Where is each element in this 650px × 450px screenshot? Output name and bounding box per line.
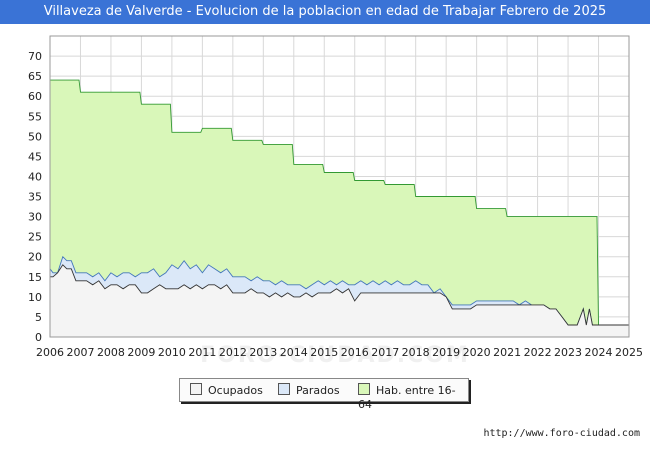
x-tick-label: 2025	[615, 346, 643, 359]
x-tick-label: 2022	[524, 346, 552, 359]
legend-label-habitantes: Hab. entre 16-64	[358, 384, 456, 411]
x-tick-label: 2006	[36, 346, 64, 359]
watermark-text: FORO-CIUDAD.COM	[200, 343, 470, 368]
series-line-ocupados	[50, 264, 629, 326]
chart-title: Villaveza de Valverde - Evolucion de la …	[0, 0, 650, 24]
plot-border	[49, 35, 630, 338]
x-tick-label: 2007	[66, 346, 94, 359]
x-tick-label: 2023	[554, 346, 582, 359]
y-tick-label: 30	[28, 211, 42, 224]
x-tick-label: 2021	[493, 346, 521, 359]
legend-swatch-habitantes	[358, 383, 370, 395]
x-tick-label: 2020	[463, 346, 491, 359]
x-tick-label: 2024	[585, 346, 613, 359]
series-line-hab-entre-16-64	[50, 79, 629, 326]
y-tick-label: 0	[35, 331, 42, 344]
legend-item-habitantes: Hab. entre 16-64	[358, 383, 468, 411]
y-tick-label: 60	[28, 90, 42, 103]
y-tick-label: 65	[28, 70, 42, 83]
y-tick-label: 55	[28, 110, 42, 123]
legend-label-parados: Parados	[296, 384, 340, 397]
x-tick-label: 2008	[97, 346, 125, 359]
y-tick-label: 45	[28, 150, 42, 163]
legend-item-parados: Parados	[278, 383, 340, 397]
legend: Ocupados Parados Hab. entre 16-64	[179, 378, 469, 411]
y-tick-label: 35	[28, 191, 42, 204]
series-line-parados	[49, 255, 629, 326]
x-tick-label: 2013	[249, 346, 277, 359]
x-tick-label: 2009	[127, 346, 155, 359]
legend-swatch-ocupados	[190, 383, 202, 395]
x-tick-label: 2014	[280, 346, 308, 359]
x-tick-label: 2016	[341, 346, 369, 359]
x-tick-label: 2015	[310, 346, 338, 359]
x-tick-label: 2018	[402, 346, 430, 359]
x-tick-label: 2017	[371, 346, 399, 359]
legend-label-ocupados: Ocupados	[208, 384, 263, 397]
x-tick-label: 2012	[219, 346, 247, 359]
y-tick-label: 50	[28, 130, 42, 143]
y-tick-label: 10	[28, 291, 42, 304]
x-tick-label: 2019	[432, 346, 460, 359]
x-tick-label: 2010	[158, 346, 186, 359]
series-area-ocupados	[50, 264, 629, 337]
legend-swatch-parados	[278, 383, 290, 395]
legend-item-ocupados: Ocupados	[190, 383, 263, 397]
x-tick-label: 2011	[188, 346, 216, 359]
y-tick-label: 70	[28, 50, 42, 63]
y-tick-label: 15	[28, 271, 42, 284]
y-tick-label: 20	[28, 251, 42, 264]
y-tick-label: 5	[35, 311, 42, 324]
y-tick-label: 25	[28, 231, 42, 244]
series-areas	[49, 79, 629, 337]
source-url: http://www.foro-ciudad.com	[483, 428, 640, 439]
y-tick-label: 40	[28, 170, 42, 183]
